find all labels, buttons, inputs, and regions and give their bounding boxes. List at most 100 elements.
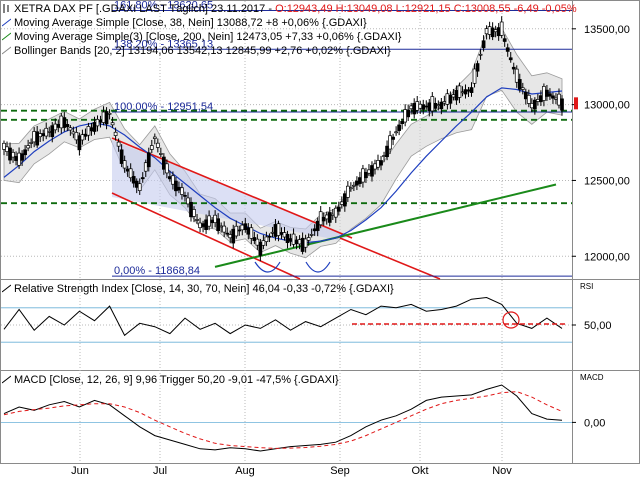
candle-body — [451, 94, 456, 98]
candle-body — [436, 104, 441, 106]
candle-body — [542, 86, 546, 101]
candle-body — [137, 183, 142, 191]
candle-body — [183, 195, 187, 197]
candle-body — [309, 234, 314, 236]
channel-fill — [112, 140, 350, 240]
candle-body — [324, 214, 329, 220]
line-icon-black — [2, 375, 11, 384]
candle-body — [364, 172, 368, 179]
candle-body — [101, 111, 106, 123]
candle-body — [171, 175, 175, 185]
fibonacci-label: 100,00% - 12951,54 — [114, 101, 213, 113]
candle-body — [312, 228, 317, 232]
candle-body — [98, 119, 103, 123]
candle-body — [536, 99, 540, 102]
ma200-legend: Moving Average Simple(3) [Close, 200, Ne… — [2, 30, 577, 44]
y-tick-label: 12500,00 — [584, 175, 630, 187]
candle-body — [140, 177, 145, 180]
rsi-line — [3, 296, 563, 337]
candle-body — [228, 234, 233, 239]
line-icon-gray — [2, 46, 11, 55]
candle-body — [143, 162, 148, 172]
title-row: XETRA DAX PF [.GDAXI LAST Täglich] 23.11… — [2, 2, 577, 16]
last-price-marker — [574, 97, 578, 110]
candle-body — [222, 225, 227, 233]
candle-body — [355, 180, 359, 186]
candle-body — [264, 236, 269, 242]
candle-body — [32, 131, 37, 143]
x-tick-label: Okt — [411, 465, 428, 477]
candle-body — [104, 111, 109, 125]
y-tick-label: 13000,00 — [584, 100, 630, 112]
candle-body — [225, 232, 230, 235]
candle-body — [430, 96, 435, 112]
line-icon-green — [2, 32, 11, 41]
x-tick-label: Jun — [71, 465, 89, 477]
candle-body — [65, 124, 70, 128]
candle-body — [409, 105, 414, 110]
candle-body — [107, 112, 112, 115]
main-legend: XETRA DAX PF [.GDAXI LAST Täglich] 23.11… — [2, 2, 577, 58]
candle-body — [481, 40, 486, 49]
candle-body — [560, 98, 564, 111]
candle-body — [400, 121, 404, 124]
candle-body — [237, 229, 242, 232]
candle-body — [5, 146, 9, 152]
candle-body — [279, 232, 284, 235]
candle-body — [545, 89, 549, 97]
candle-body — [490, 27, 495, 38]
fibonacci-label: 161,80% - 13620,65 — [114, 0, 213, 12]
candle-body — [548, 93, 552, 97]
candle-body — [379, 160, 383, 166]
rsi-axis-tag: RSI — [580, 282, 593, 291]
candle-body — [554, 97, 558, 100]
candle-body — [321, 216, 326, 222]
candle-body — [466, 89, 471, 92]
candle-body — [53, 123, 58, 131]
candle-body — [267, 235, 272, 238]
candle-body — [345, 185, 350, 198]
rsi-label: Relative Strength Index [Close, 14, 30, … — [14, 283, 394, 295]
candle-body — [270, 231, 275, 234]
x-tick-label: Nov — [492, 465, 512, 477]
ohlc-values: O:12943,49 H:13049,08 L:12921,15 — [275, 3, 451, 15]
y-tick-label: 12000,00 — [584, 251, 630, 263]
macd-y-tick-label: 0,00 — [584, 417, 605, 429]
candle-body — [83, 133, 88, 137]
candle-body — [122, 160, 127, 169]
rsi-legend: Relative Strength Index [Close, 14, 30, … — [2, 282, 394, 296]
candle-body — [505, 47, 510, 52]
candle-body — [388, 135, 392, 150]
candle-body — [333, 207, 338, 218]
candle-body — [427, 102, 432, 112]
macd-label: MACD [Close, 12, 26, 9] 9,96 Trigger 50,… — [14, 374, 339, 386]
candle-body — [511, 66, 516, 70]
candle-body — [517, 79, 522, 90]
candle-body — [433, 102, 438, 109]
candle-body — [155, 142, 160, 148]
candle-body — [77, 135, 82, 151]
candle-body — [499, 21, 504, 36]
candle-body — [424, 105, 429, 108]
rsi-highlight-circle — [502, 311, 520, 329]
candle-body — [303, 238, 308, 248]
candle-body — [174, 180, 178, 192]
candle-body — [282, 232, 287, 238]
ma38-legend: Moving Average Simple [Close, 38, Nein] … — [2, 16, 577, 30]
rsi-y-tick-label: 50,00 — [584, 320, 612, 332]
ma200-line — [214, 183, 557, 268]
candle-body — [38, 133, 43, 138]
candle-body — [352, 184, 356, 187]
channel-upper-ext — [339, 237, 441, 280]
channel-lower-line — [111, 192, 301, 280]
candle-body — [152, 136, 157, 139]
candle-body — [370, 165, 374, 177]
candle-body — [403, 109, 408, 123]
candle-body — [192, 209, 196, 217]
candle-body — [41, 133, 46, 137]
candle-body — [80, 134, 85, 141]
candle-body — [149, 145, 154, 150]
candle-body — [17, 152, 21, 166]
candle-body — [71, 131, 76, 135]
